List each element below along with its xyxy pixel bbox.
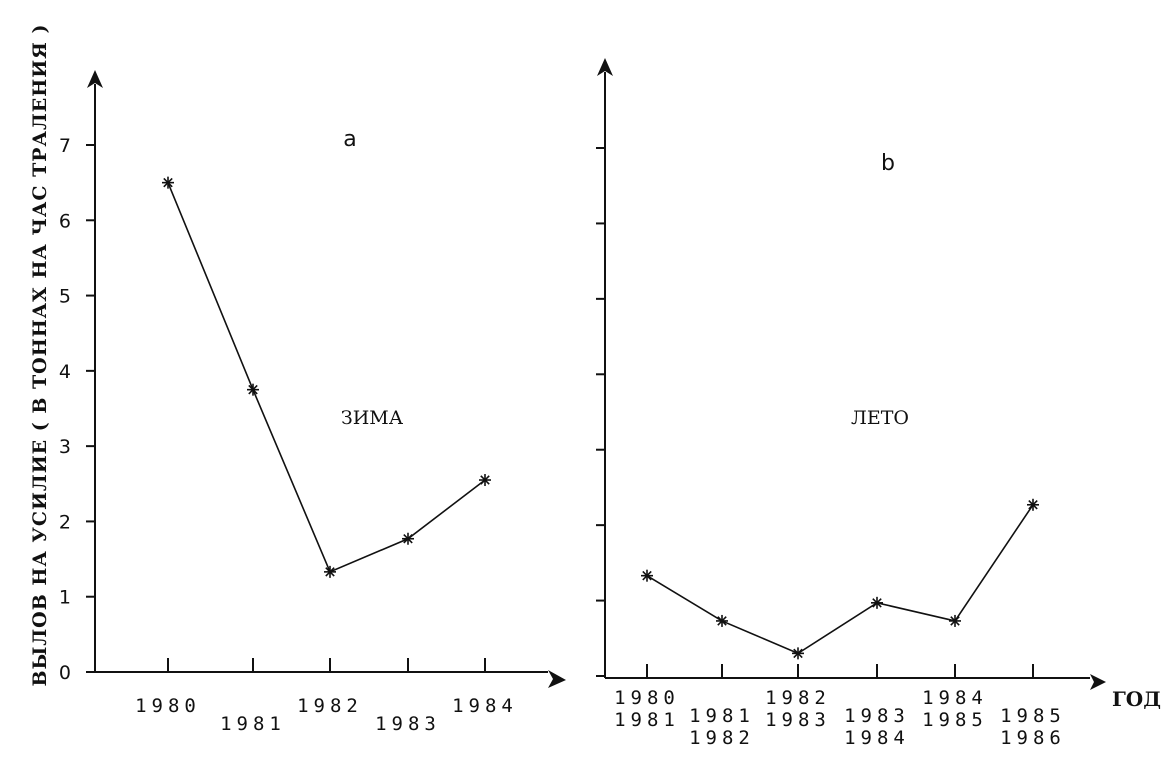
data-point-star-icon	[792, 647, 804, 660]
x-tick-label-top: 1985	[1000, 705, 1066, 727]
data-point-star-icon	[949, 614, 961, 627]
y-tick-label: 0	[59, 662, 71, 684]
x-tick-label-bottom: 1982	[689, 727, 755, 749]
panel-b-season-label: ЛЕТО	[851, 407, 909, 429]
x-tick-label: 1982	[297, 695, 363, 717]
panel-a-series-line	[167, 182, 486, 573]
x-tick-label-top: 1984	[922, 687, 988, 709]
panel-b-label: b	[881, 151, 895, 176]
x-axis-title: ГОД	[1112, 687, 1161, 711]
data-point-star-icon	[162, 176, 174, 189]
x-tick-label-top: 1983	[844, 705, 910, 727]
panel-b-series-line	[646, 504, 1034, 655]
x-tick-label: 1984	[452, 695, 518, 717]
x-tick-label-bottom: 1985	[922, 709, 988, 731]
y-tick-label: 1	[59, 587, 71, 609]
data-point-star-icon	[479, 474, 491, 487]
x-tick-label-top: 1982	[765, 687, 831, 709]
y-tick-label: 6	[59, 210, 71, 232]
panel-b-y-axis-arrow-icon	[597, 58, 613, 76]
x-tick-label: 1980	[135, 695, 201, 717]
y-tick-label: 2	[59, 511, 71, 533]
y-axis-title: ВЫЛОВ НА УСИЛИЕ ( В ТОННАХ НА ЧАС ТРАЛЕН…	[29, 23, 51, 686]
data-point-star-icon	[641, 569, 653, 582]
x-tick-label-bottom: 1981	[614, 709, 680, 731]
panel-a-label: a	[343, 127, 356, 152]
y-tick-label: 3	[59, 436, 71, 458]
data-point-star-icon	[871, 596, 883, 609]
panel-a-season-label: ЗИМА	[341, 407, 404, 429]
panel-b-x-axis-arrow-icon	[1090, 674, 1106, 690]
data-point-star-icon	[402, 532, 414, 545]
panel-a-y-axis-arrow-icon	[87, 70, 103, 88]
data-point-star-icon	[324, 565, 336, 578]
x-tick-label-bottom: 1983	[765, 709, 831, 731]
x-tick-label: 1983	[375, 713, 441, 735]
x-tick-label-bottom: 1984	[844, 727, 910, 749]
data-point-star-icon	[716, 614, 728, 627]
x-tick-label-top: 1980	[614, 687, 680, 709]
y-tick-label: 7	[59, 135, 71, 157]
x-tick-label-bottom: 1986	[1000, 727, 1066, 749]
x-tick-label: 1981	[220, 713, 286, 735]
y-tick-label: 5	[59, 286, 71, 308]
data-point-star-icon	[1027, 498, 1039, 511]
x-tick-label-top: 1981	[689, 705, 755, 727]
panel-a-x-axis-arrow-icon	[548, 670, 566, 688]
data-point-star-icon	[247, 383, 259, 396]
y-tick-label: 4	[59, 361, 71, 383]
